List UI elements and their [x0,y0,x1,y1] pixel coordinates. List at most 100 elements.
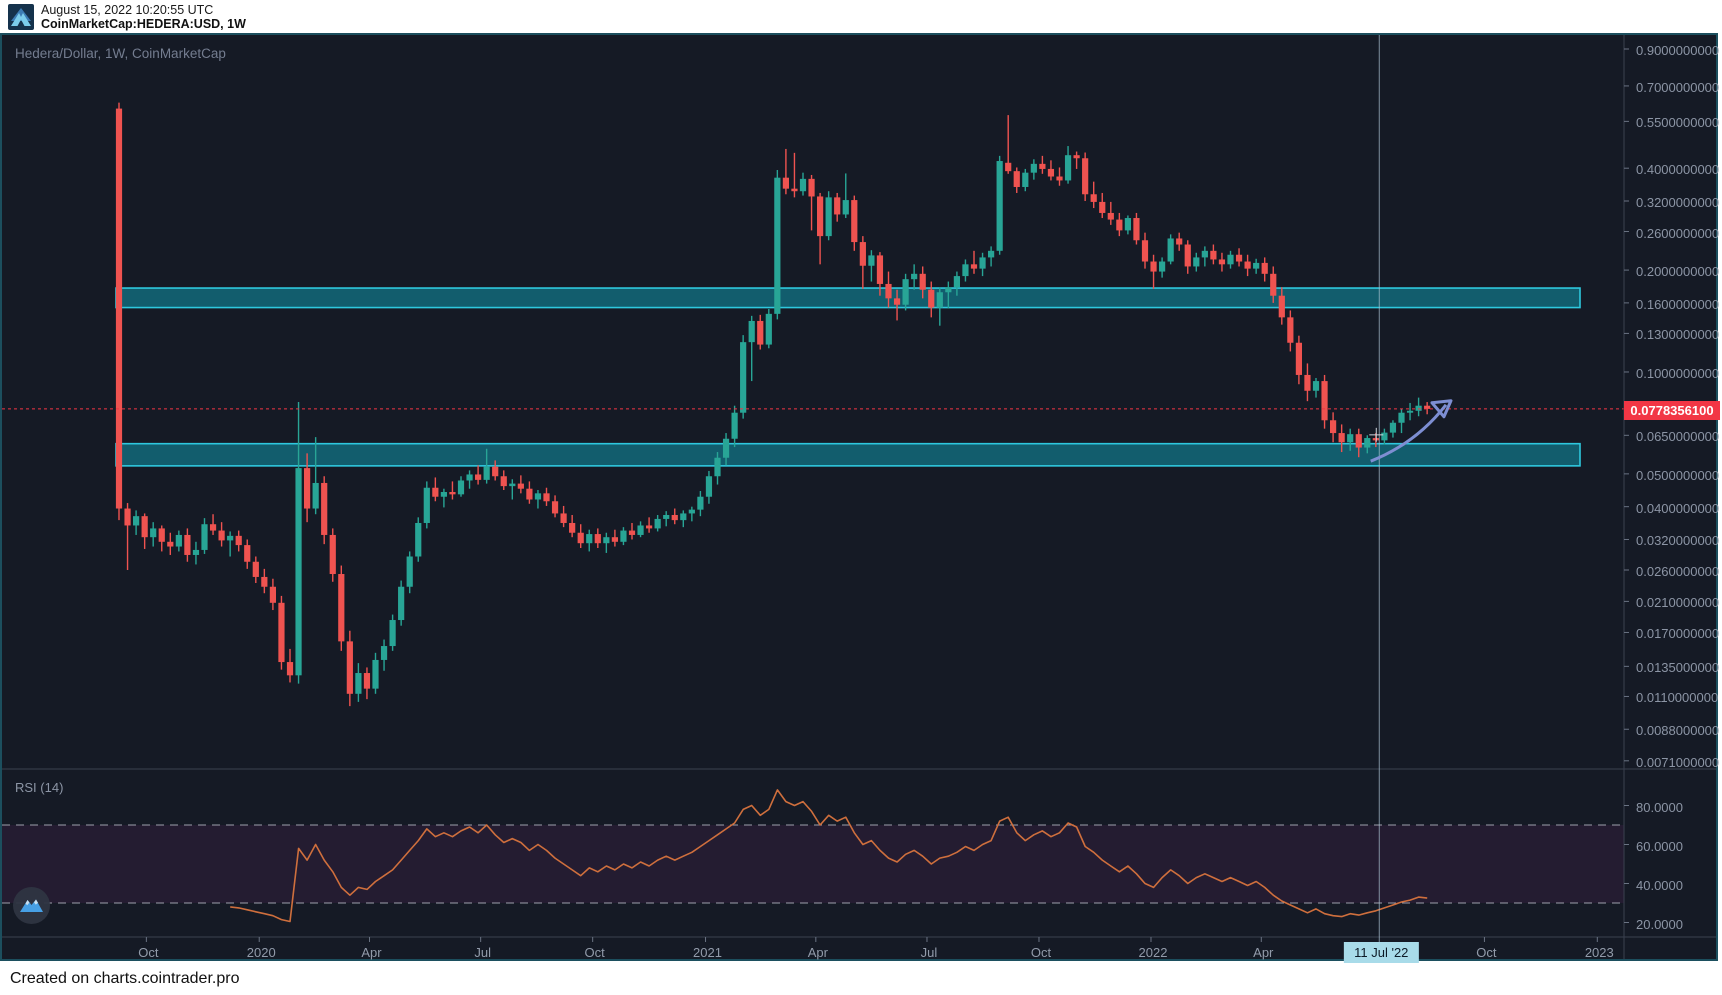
candle-body [1210,250,1217,260]
candle-body [372,659,379,689]
time-axis-label: Apr [807,945,828,960]
candle-body [227,535,234,541]
candle-body [740,342,747,413]
candle-body [1141,240,1149,262]
price-axis-label: 0.0500000000 [1636,467,1720,483]
candle-body [1022,172,1029,187]
price-axis-label: 0.0260000000 [1636,563,1720,579]
candle-body [1159,261,1166,272]
candle-body [799,178,807,192]
candle-body [628,530,636,535]
candle-body [893,298,901,305]
candle-body [551,501,559,514]
candle-body [868,255,875,266]
time-axis-label: 2022 [1138,945,1168,960]
candle-body [1270,273,1277,296]
candle-body [748,320,755,343]
candle-body [1201,250,1208,258]
candle-body [876,255,884,284]
candle-body [346,641,353,694]
candle-body [1227,254,1234,265]
candle-body [654,518,661,529]
price-axis-label: 0.3200000000 [1636,194,1720,210]
candle-body [936,292,943,308]
time-axis-label: Jul [920,945,938,960]
price-axis-label: 0.0400000000 [1636,500,1720,516]
candle-body [380,646,388,660]
candle-body [1176,238,1183,245]
candle-body [911,273,918,280]
candle-body [1253,262,1260,269]
candle-body [363,673,371,689]
candle-body [1304,374,1311,391]
time-axis-label: 2021 [693,945,722,960]
price-axis-label: 0.0170000000 [1636,626,1720,642]
footer-credit: Created on charts.cointrader.pro [10,970,240,987]
price-axis-label: 0.9000000000 [1636,42,1720,58]
header-datetime: August 15, 2022 10:20:55 UTC [41,3,214,17]
price-chart-canvas[interactable] [2,35,1716,959]
candle-body [1389,422,1397,433]
candle-body [569,522,576,533]
chart-logo-button[interactable] [13,887,50,924]
candle-body [851,200,858,243]
candle-body [115,108,123,509]
candle-body [526,488,533,500]
rsi-axis-label: 40.0000 [1636,877,1683,893]
candle-body [209,524,217,531]
rsi-line [230,789,1428,923]
candle-body [312,482,319,509]
trend-arrow-head [1430,399,1453,419]
candle-body [261,576,268,587]
candle-body [295,468,302,676]
candle-body [1347,434,1354,443]
candle-body [680,513,687,521]
candle-body [688,509,695,514]
candle-body [543,493,550,502]
candle-body [1364,438,1371,448]
candle-body [1090,194,1097,202]
candle-body [620,530,627,542]
rsi-axis-label: 80.0000 [1636,799,1683,815]
candle-body [1047,168,1055,177]
candle-body [714,457,721,477]
candle-body [1064,155,1072,181]
price-axis-label: 0.1300000000 [1636,327,1720,343]
candle-body [475,474,482,480]
candle-body [192,549,200,555]
candle-body [817,196,824,237]
header-bar: August 15, 2022 10:20:55 UTC CoinMarketC… [0,0,1722,33]
candle-body [1330,420,1337,434]
chart-panel[interactable]: Hedera/Dollar, 1W, CoinMarketCap RSI (14… [0,33,1720,963]
candle-body [808,178,815,197]
candle-body [398,586,405,621]
candle-body [757,320,764,345]
candle-body [1005,162,1012,172]
candle-body [321,482,328,535]
candle-body [765,313,772,345]
candle-body [1218,259,1226,265]
candle-body [1278,295,1285,318]
candle-body [1415,405,1422,411]
time-axis-label: Oct [584,945,605,960]
supply-demand-zone[interactable] [115,287,1581,309]
candle-body [825,197,832,237]
candle-body [970,264,978,269]
price-axis-label: 0.0210000000 [1636,595,1720,611]
last-price-badge: 0.0778356100 [1624,401,1720,421]
candle-body [1099,201,1106,213]
footer-bar: Created on charts.cointrader.pro [0,963,1722,995]
time-axis-label: 2020 [246,945,276,960]
candle-body [423,487,430,523]
candle-body [979,257,986,269]
time-axis-label: Oct [1476,945,1497,960]
candle-body [705,476,713,497]
rsi-axis-label: 20.0000 [1636,916,1683,932]
candle-body [577,532,584,544]
header-symbol: CoinMarketCap:HEDERA:USD, 1W [41,17,246,31]
candle-body [919,273,926,290]
candle-body [671,514,678,521]
candle-body [158,528,165,542]
time-axis-label: 2023 [1584,945,1614,960]
